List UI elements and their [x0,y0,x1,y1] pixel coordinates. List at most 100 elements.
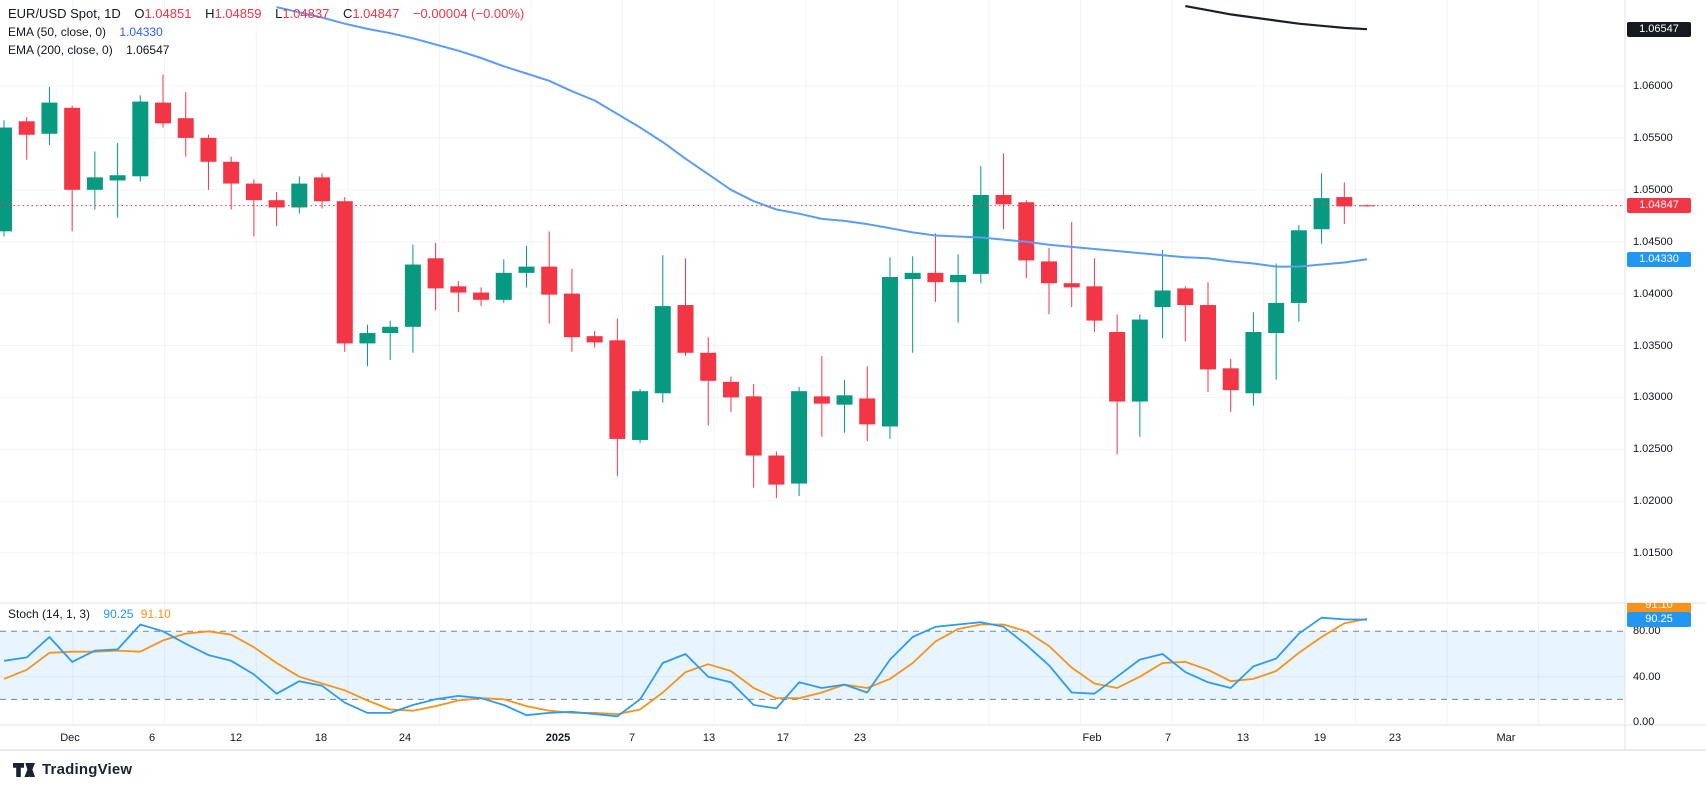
time-axis-label-17: 17 [776,732,790,744]
candle-down [677,305,694,353]
change-value: −0.00004 (−0.00%) [412,6,525,21]
candle-down [859,398,876,425]
candle-down [1177,288,1194,306]
candle-down [745,396,762,456]
price-axis-label: 1.05500 [1633,131,1673,144]
price-axis-label: 1.03500 [1633,339,1673,352]
candle-up [1313,198,1330,230]
stoch-k-value: 90.25 [103,607,134,621]
candle-up [632,391,649,440]
stoch-axis-label: 0.00 [1633,716,1655,728]
candle-down [1109,332,1126,402]
candle-up [791,391,808,484]
symbol-legend: EUR/USD Spot, 1D O1.04851 H1.04859 L1.04… [8,5,524,59]
stoch-legend-row: Stoch (14, 1, 3) 90.25 91.10 [8,605,171,623]
candle-up [904,272,921,280]
candle-down [1040,261,1057,284]
candle-down [268,200,285,208]
candle-down [177,118,194,138]
candle-up [495,272,512,300]
candle-up [518,266,535,273]
candle-down [1336,197,1353,207]
ema50-label[interactable]: EMA (50, close, 0) [8,25,107,39]
candle-up [109,175,126,181]
candle-down [1359,205,1376,207]
candle-up [41,102,58,134]
price-badge-1.04330: 1.04330 [1627,251,1691,267]
candle-up [654,306,671,394]
symbol-ohlc-row: EUR/USD Spot, 1D O1.04851 H1.04859 L1.04… [8,5,524,23]
high-label: H [205,6,215,21]
stoch-d-line [3,617,1368,715]
candle-down [200,137,217,162]
time-axis-label-24: 24 [398,732,412,744]
candle-down [427,258,444,289]
candle-down [1086,286,1103,321]
price-axis-label: 1.04000 [1633,287,1673,300]
candle-up [86,177,103,190]
price-axis-label: 1.05000 [1633,183,1673,196]
tradingview-logo-text: TradingView [42,761,133,778]
candle-down [1063,283,1080,288]
candle-down [245,183,262,201]
time-axis-label-Feb: Feb [1082,732,1102,744]
time-axis-label-12: 12 [229,732,243,744]
ema200-value: 1.06547 [126,43,170,57]
candle-down [768,455,785,485]
symbol-title[interactable]: EUR/USD Spot, 1D [8,6,121,21]
candle-up [1154,290,1171,308]
ema200-line [1185,5,1368,31]
stoch-axis-label: 80.00 [1633,625,1661,638]
candle-down [336,201,353,344]
candle-up [1131,319,1148,402]
candle-up [132,101,149,177]
ema50-value: 1.04330 [119,25,163,39]
candle-up [972,194,989,274]
candle-down [223,161,240,184]
candle-up [881,276,898,427]
candle-up [836,395,853,405]
price-axis-label: 1.02500 [1633,443,1673,456]
candle-down [927,272,944,283]
candle-down [473,292,490,300]
candle-down [18,121,35,135]
stoch-label[interactable]: Stoch (14, 1, 3) [8,607,91,621]
candle-down [995,194,1012,205]
price-axis-label: 1.03000 [1633,391,1673,404]
time-axis-label-13: 13 [1236,732,1250,744]
candle-down [541,266,558,295]
candle-down [1018,202,1035,261]
close-value: 1.04847 [352,6,400,21]
candle-up [359,333,376,344]
open-value: 1.04851 [144,6,192,21]
open-label: O [134,6,145,21]
price-badge-1.04847: 1.04847 [1627,198,1691,214]
tradingview-logo[interactable]: TradingView [13,761,132,778]
ema50-line [276,6,1368,268]
stoch-axis-label: 40.00 [1633,670,1661,683]
stoch-legend: Stoch (14, 1, 3) 90.25 91.10 [8,605,171,623]
price-axis-label: 1.04500 [1633,235,1673,248]
candle-up [950,274,967,283]
candle-down [450,286,467,293]
candle-down [813,396,830,404]
time-axis-label-19: 19 [1313,732,1327,744]
candle-down [155,102,172,124]
low-label: L [275,6,283,21]
time-axis-label-13: 13 [702,732,716,744]
tradingview-logo-icon [13,762,35,777]
time-axis-label-7: 7 [1164,732,1172,744]
candle-down [563,293,580,338]
low-value: 1.04837 [282,6,330,21]
chart-canvas[interactable] [0,0,1706,760]
candle-down [1222,368,1239,391]
candle-up [404,264,421,327]
time-axis-label-7: 7 [628,732,636,744]
close-label: C [342,6,353,21]
price-axis-label: 1.02000 [1633,495,1673,508]
time-axis-label-Mar: Mar [1496,732,1516,744]
ema200-label[interactable]: EMA (200, close, 0) [8,43,113,57]
candle-up [1245,332,1262,394]
time-axis-label-23: 23 [1388,732,1402,744]
